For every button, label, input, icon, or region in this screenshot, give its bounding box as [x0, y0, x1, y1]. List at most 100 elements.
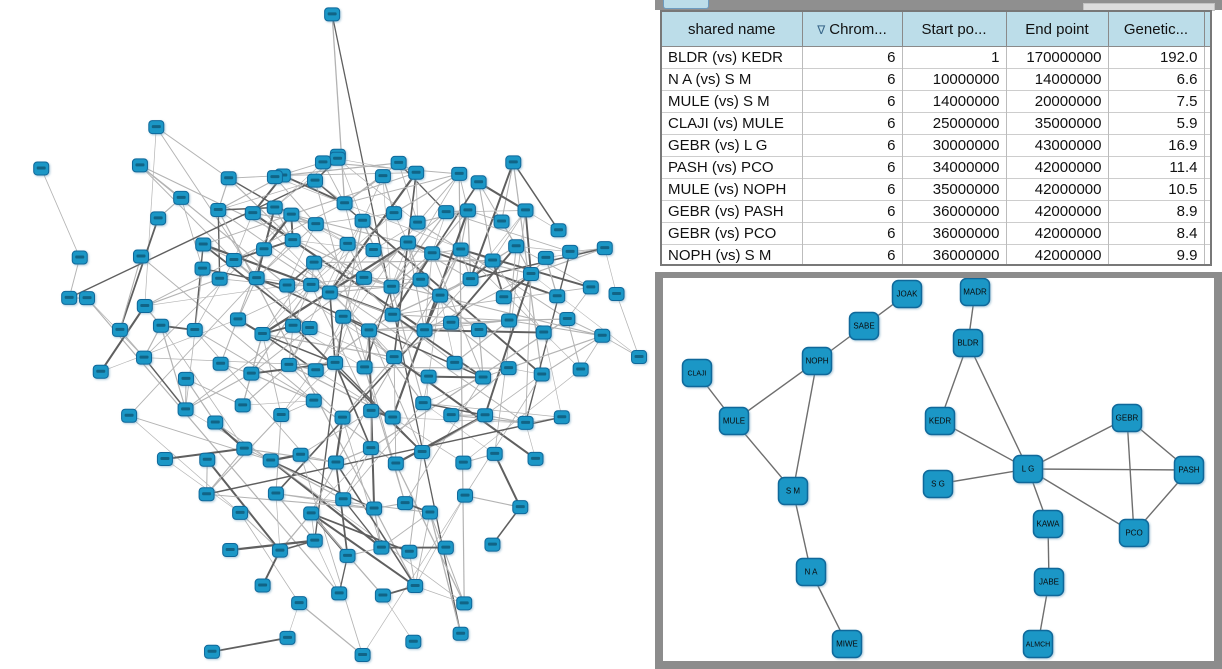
- table-cell[interactable]: 10000000: [901, 68, 1006, 91]
- network-edge[interactable]: [298, 602, 363, 656]
- network-node[interactable]: [596, 241, 613, 256]
- network-edge[interactable]: [314, 540, 340, 594]
- network-edge[interactable]: [218, 180, 316, 211]
- network-node[interactable]: [220, 171, 237, 186]
- network-edge[interactable]: [414, 495, 466, 587]
- network-edge[interactable]: [414, 512, 431, 587]
- network-node[interactable]: [279, 278, 296, 293]
- network-node-s-m[interactable]: S M: [777, 476, 809, 506]
- network-node[interactable]: [500, 361, 517, 376]
- network-node[interactable]: [366, 501, 383, 516]
- network-node-n-a[interactable]: N A: [795, 557, 827, 587]
- table-cell[interactable]: 6: [801, 68, 902, 91]
- network-edge[interactable]: [270, 460, 465, 604]
- network-edge[interactable]: [344, 173, 460, 204]
- network-edge[interactable]: [314, 316, 344, 541]
- network-node[interactable]: [156, 452, 173, 467]
- network-node[interactable]: [266, 200, 283, 215]
- table-row[interactable]: N A (vs) S M 6 10000000 14000000 6.6: [662, 68, 1210, 91]
- network-node[interactable]: [362, 441, 379, 456]
- network-edge[interactable]: [310, 447, 372, 514]
- network-edge[interactable]: [314, 259, 493, 264]
- network-edge[interactable]: [100, 319, 239, 373]
- network-node[interactable]: [92, 364, 109, 379]
- network-node[interactable]: [305, 393, 322, 408]
- network-node[interactable]: [327, 455, 344, 470]
- network-edge[interactable]: [342, 356, 395, 419]
- network-node[interactable]: [374, 169, 391, 184]
- network-edge[interactable]: [280, 362, 336, 416]
- network-edge[interactable]: [282, 162, 399, 177]
- network-edge[interactable]: [262, 333, 282, 416]
- network-node-pco[interactable]: PCO: [1118, 518, 1150, 548]
- network-node[interactable]: [486, 446, 503, 461]
- network-edge[interactable]: [185, 268, 203, 410]
- network-node[interactable]: [501, 313, 518, 328]
- network-node[interactable]: [550, 223, 567, 238]
- network-node[interactable]: [152, 318, 169, 333]
- network-edge[interactable]: [398, 162, 447, 213]
- table-row[interactable]: CLAJI (vs) MULE 6 25000000 35000000 5.9: [662, 112, 1210, 135]
- network-node[interactable]: [79, 291, 96, 306]
- network-edge[interactable]: [391, 286, 424, 404]
- table-row[interactable]: MULE (vs) S M 6 14000000 20000000 7.5: [662, 90, 1210, 113]
- col-header-genetic[interactable]: Genetic...: [1107, 12, 1204, 47]
- network-node[interactable]: [484, 537, 501, 552]
- network-edge[interactable]: [1027, 417, 1128, 470]
- table-cell[interactable]: 36000000: [901, 244, 1006, 264]
- network-node[interactable]: [387, 456, 404, 471]
- network-edge[interactable]: [541, 335, 603, 375]
- network-edge[interactable]: [329, 292, 336, 363]
- table-cell[interactable]: 35000000: [901, 178, 1006, 201]
- network-edge[interactable]: [287, 285, 392, 288]
- network-node[interactable]: [243, 366, 260, 381]
- col-header-shared-name[interactable]: shared name: [662, 12, 802, 47]
- network-edge[interactable]: [335, 462, 349, 556]
- col-header-start-position[interactable]: Start po...: [901, 12, 1006, 47]
- table-cell[interactable]: 6: [801, 222, 902, 245]
- network-node[interactable]: [361, 323, 378, 338]
- network-edge[interactable]: [509, 318, 568, 322]
- network-node[interactable]: [438, 205, 455, 220]
- network-edge[interactable]: [484, 273, 532, 416]
- network-edge[interactable]: [391, 173, 460, 287]
- network-node[interactable]: [517, 203, 534, 218]
- network-node[interactable]: [291, 596, 308, 611]
- network-node[interactable]: [195, 237, 212, 252]
- network-edge[interactable]: [478, 181, 527, 212]
- table-cell[interactable]: 36000000: [901, 222, 1006, 245]
- network-node[interactable]: [303, 506, 320, 521]
- network-node[interactable]: [356, 360, 373, 375]
- table-row[interactable]: GEBR (vs) L G 6 30000000 43000000 16.9: [662, 134, 1210, 157]
- table-cell[interactable]: 25000000: [901, 112, 1006, 135]
- network-edge[interactable]: [337, 158, 418, 223]
- network-edge[interactable]: [342, 402, 424, 500]
- table-cell[interactable]: 11.4: [1107, 156, 1204, 179]
- network-edge[interactable]: [393, 357, 397, 464]
- network-node[interactable]: [462, 272, 479, 287]
- table-row[interactable]: MULE (vs) NOPH 6 35000000 42000000 10.5: [662, 178, 1210, 201]
- network-node[interactable]: [399, 235, 416, 250]
- network-edge[interactable]: [287, 277, 365, 286]
- table-cell[interactable]: 36000000: [901, 200, 1006, 223]
- table-cell[interactable]: N A (vs) S M: [662, 68, 802, 91]
- table-cell[interactable]: MULE (vs) NOPH: [662, 178, 802, 201]
- network-node[interactable]: [314, 155, 331, 170]
- table-cell[interactable]: 20000000: [1005, 90, 1108, 113]
- network-node[interactable]: [132, 249, 149, 264]
- network-node[interactable]: [254, 578, 271, 593]
- network-edge[interactable]: [421, 376, 429, 453]
- network-edge[interactable]: [143, 357, 187, 410]
- network-edge[interactable]: [424, 273, 532, 331]
- network-edge[interactable]: [792, 360, 818, 492]
- table-cell[interactable]: 1: [901, 46, 1006, 69]
- network-edge[interactable]: [329, 291, 393, 316]
- table-cell[interactable]: 35000000: [1005, 112, 1108, 135]
- network-node[interactable]: [363, 403, 380, 418]
- network-node[interactable]: [484, 253, 501, 268]
- network-edge[interactable]: [516, 245, 571, 253]
- network-edge[interactable]: [484, 374, 542, 416]
- network-edge[interactable]: [242, 400, 314, 406]
- network-node[interactable]: [437, 540, 454, 555]
- network-edge[interactable]: [368, 330, 424, 404]
